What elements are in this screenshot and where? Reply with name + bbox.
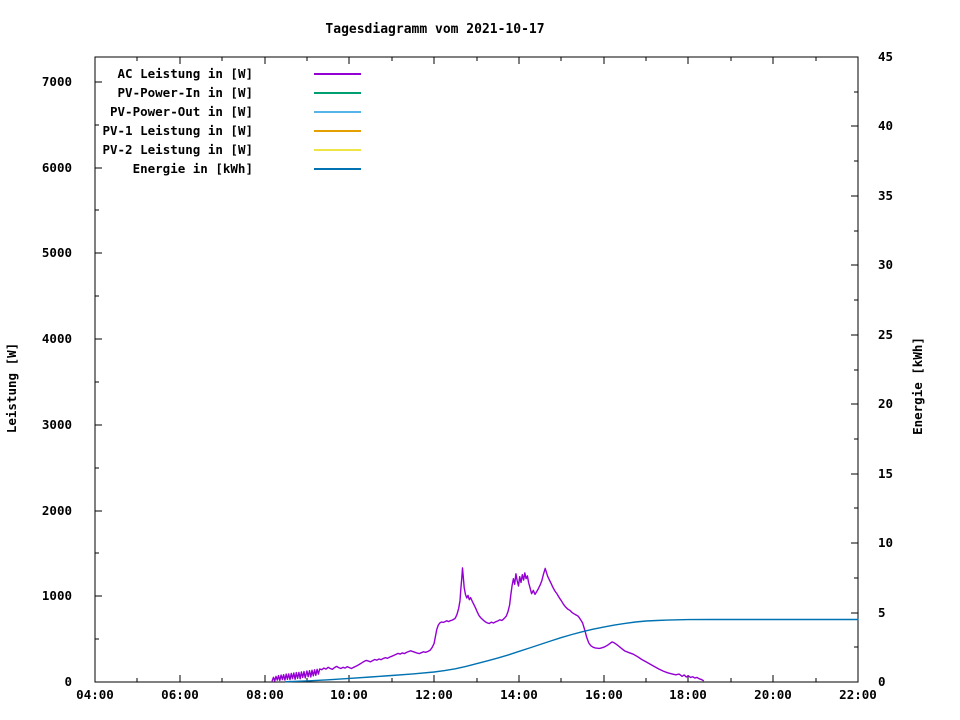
y-tick-label: 6000 <box>42 160 72 175</box>
legend-label-pv-power-out: PV-Power-Out in [W] <box>110 104 253 119</box>
y2-tick-label: 25 <box>878 327 893 342</box>
x-tick-label: 22:00 <box>839 687 877 702</box>
y-tick-label: 3000 <box>42 417 72 432</box>
legend-label-ac-leistung: AC Leistung in [W] <box>118 66 253 81</box>
chart-title: Tagesdiagramm vom 2021-10-17 <box>325 22 544 37</box>
y-tick-label: 4000 <box>42 331 72 346</box>
y2-tick-label: 45 <box>878 49 893 64</box>
x-tick-label: 08:00 <box>246 687 284 702</box>
y-tick-label: 1000 <box>42 588 72 603</box>
y2-tick-label: 20 <box>878 396 893 411</box>
x-tick-label: 06:00 <box>161 687 199 702</box>
plot-area: 04:00 06:00 08:00 10:00 12:00 14:00 16:00 18:00… <box>42 49 893 702</box>
legend-label-energie: Energie in [kWh] <box>133 161 253 176</box>
x-tick-label: 10:00 <box>330 687 368 702</box>
y2-axis-label: Energie [kWh] <box>910 337 925 435</box>
y2-tick-label: 40 <box>878 118 893 133</box>
y2-tick-label: 35 <box>878 188 893 203</box>
x-tick-label: 14:00 <box>500 687 538 702</box>
x-tick-label: 20:00 <box>754 687 792 702</box>
y2-tick-label: 5 <box>878 605 886 620</box>
y2-tick-label: 15 <box>878 466 893 481</box>
y-tick-label: 0 <box>64 674 72 689</box>
y-tick-label: 2000 <box>42 503 72 518</box>
x-tick-label: 18:00 <box>669 687 707 702</box>
x-tick-label: 16:00 <box>585 687 623 702</box>
series-line-ac-leistung <box>271 567 704 682</box>
x-tick-label: 12:00 <box>415 687 453 702</box>
series-line-energie <box>285 618 859 683</box>
y-axis-label: Leistung [W] <box>4 343 19 433</box>
y-tick-label: 5000 <box>42 245 72 260</box>
y2-tick-label: 30 <box>878 257 893 272</box>
y2-tick-label: 10 <box>878 535 893 550</box>
y2-tick-label: 0 <box>878 674 886 689</box>
legend-label-pv-power-in: PV-Power-In in [W] <box>118 85 253 100</box>
legend-label-pv-2-leistung: PV-2 Leistung in [W] <box>102 142 253 157</box>
legend-label-pv-1-leistung: PV-1 Leistung in [W] <box>102 123 253 138</box>
x-tick-label: 04:00 <box>76 687 114 702</box>
y-tick-label: 7000 <box>42 74 72 89</box>
